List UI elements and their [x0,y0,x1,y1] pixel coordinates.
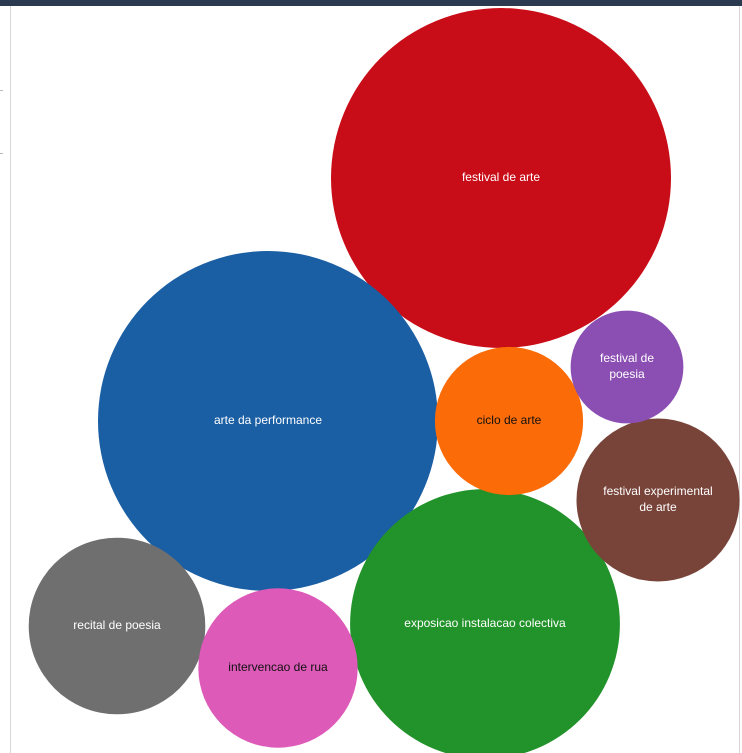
bubble-circle[interactable] [570,310,684,424]
bubble-recital-de-poesia[interactable]: recital de poesia [28,537,206,715]
bubble-circle[interactable] [576,418,740,582]
left-divider-tick [0,153,3,154]
bubble-exposicao-instalacao-colectiva[interactable]: exposicao instalacao colectiva [350,489,620,753]
bubble-festival-de-poesia[interactable]: festival de poesia [570,310,684,424]
bubble-circle[interactable] [198,588,358,748]
bubble-circle[interactable] [331,8,671,348]
bubble-label: poesia [609,367,645,381]
top-strip [0,0,742,6]
bubble-label: intervencao de rua [228,660,328,674]
bubble-circle[interactable] [350,489,620,753]
bubble-circle[interactable] [98,251,438,591]
bubble-label: recital de poesia [73,618,161,632]
left-divider-tick [0,90,3,91]
bubble-intervencao-de-rua[interactable]: intervencao de rua [198,588,358,748]
bubble-circle[interactable] [434,346,584,496]
bubble-ciclo-de-arte[interactable]: ciclo de arte [434,346,584,496]
bubble-label: ciclo de arte [477,413,542,427]
bubble-label: festival de arte [462,170,540,184]
bubble-festival-experimental-de-arte[interactable]: festival experimental de arte [576,418,740,582]
bubble-label: festival de [600,351,654,365]
bubble-circle[interactable] [28,537,206,715]
bubble-label: arte da performance [214,413,322,427]
bubble-label: de arte [639,500,677,514]
bubble-festival-de-arte[interactable]: festival de arte [331,8,671,348]
bubble-label: festival experimental [603,484,712,498]
bubble-label: exposicao instalacao colectiva [404,616,566,630]
bubble-arte-da-performance[interactable]: arte da performance [98,251,438,591]
